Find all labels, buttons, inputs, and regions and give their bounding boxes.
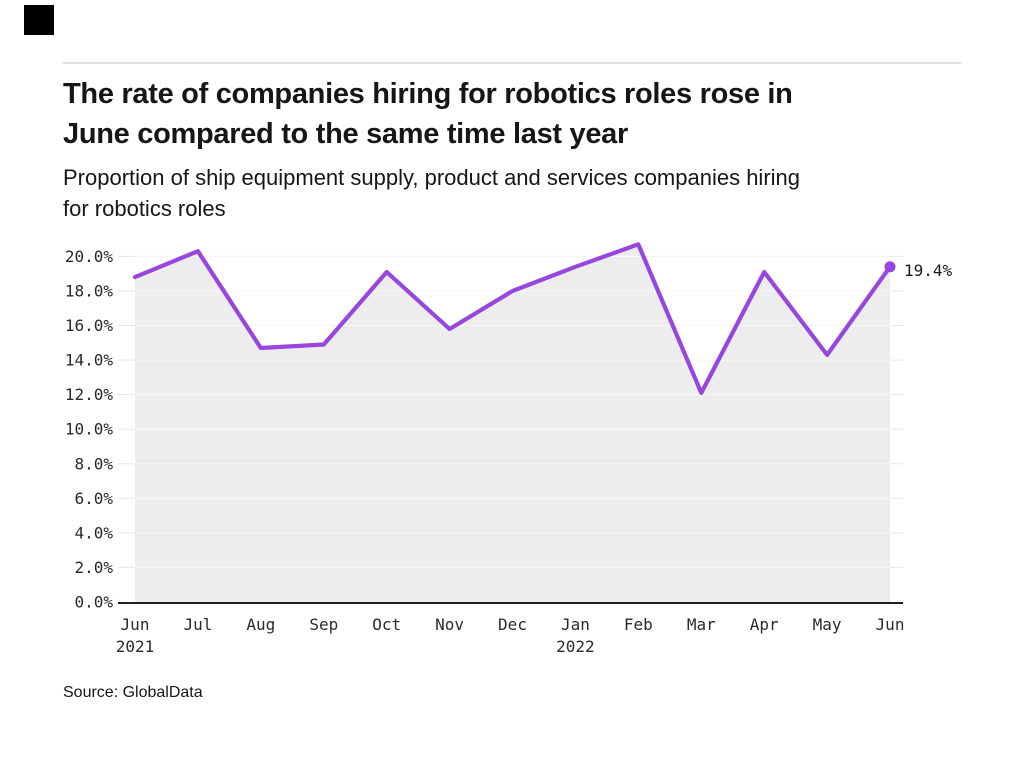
x-tick-label: Aug <box>246 615 275 634</box>
x-tick-label: Mar <box>687 615 716 634</box>
y-tick-label: 4.0% <box>74 523 113 542</box>
chart-subtitle: Proportion of ship equipment supply, pro… <box>63 162 993 224</box>
chart-title-line-1: The rate of companies hiring for robotic… <box>63 78 793 110</box>
y-tick-label: 0.0% <box>74 593 113 612</box>
data-line <box>132 242 893 395</box>
x-tick-label: Oct <box>372 615 401 634</box>
top-divider <box>63 62 961 64</box>
end-value-label: 19.4% <box>904 261 953 280</box>
x-tick-label: Jun <box>876 615 905 634</box>
y-tick-label: 10.0% <box>65 420 114 439</box>
x-tick-sublabel: 2021 <box>116 637 155 656</box>
y-tick-label: 16.0% <box>65 316 114 335</box>
last-point-marker <box>884 261 896 273</box>
logo-mark <box>24 5 54 35</box>
x-tick-label: May <box>813 615 842 634</box>
chart-title: The rate of companies hiring for robotic… <box>63 74 973 154</box>
x-tick-sublabel: 2022 <box>556 637 595 656</box>
y-tick-label: 14.0% <box>65 351 114 370</box>
chart-subtitle-line-1: Proportion of ship equipment supply, pro… <box>63 165 800 190</box>
y-tick-label: 12.0% <box>65 385 114 404</box>
x-tick-label: Jul <box>183 615 212 634</box>
y-tick-label: 20.0% <box>65 247 114 266</box>
x-tick-label: Dec <box>498 615 527 634</box>
area-gridlines <box>135 255 890 568</box>
x-tick-label: Feb <box>624 615 653 634</box>
chart-title-line-2: June compared to the same time last year <box>63 118 628 150</box>
x-tick-label: Apr <box>750 615 779 634</box>
y-tick-label: 18.0% <box>65 282 114 301</box>
source-text: Source: GlobalData <box>63 684 203 701</box>
x-tick-label: Nov <box>435 615 464 634</box>
x-tick-label: Sep <box>309 615 338 634</box>
x-tick-label: Jan <box>561 615 590 634</box>
y-tick-label: 2.0% <box>74 558 113 577</box>
y-axis-labels: 0.0% 2.0% 4.0% 6.0% 8.0% 10.0% 12.0% 14.0% 16.0%… <box>65 247 114 612</box>
area-fill <box>135 244 890 603</box>
x-tick-label: Jun <box>121 615 150 634</box>
chart-subtitle-line-2: for robotics roles <box>63 196 226 221</box>
y-tick-label: 8.0% <box>74 454 113 473</box>
x-axis-labels: Jun 2021 Jul Aug Sep Oct Nov Dec Jan 2022 Feb Mar Ap… <box>116 615 905 656</box>
y-tick-label: 6.0% <box>74 489 113 508</box>
